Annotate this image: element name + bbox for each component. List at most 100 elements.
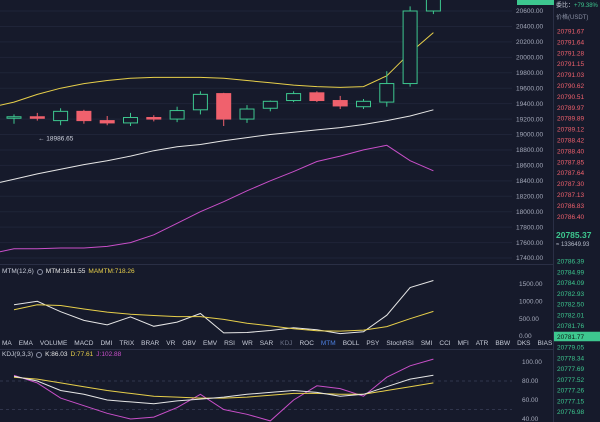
upper-band-line bbox=[0, 32, 434, 106]
tab-volume[interactable]: VOLUME bbox=[39, 340, 68, 347]
candle-up[interactable] bbox=[123, 117, 138, 124]
candle-down[interactable] bbox=[29, 116, 45, 119]
candle-up[interactable] bbox=[192, 93, 208, 111]
tab-rsi[interactable]: RSI bbox=[224, 340, 235, 347]
tab-cci[interactable]: CCI bbox=[439, 340, 451, 347]
tab-mfi[interactable]: MFI bbox=[457, 340, 469, 347]
tab-ma[interactable]: MA bbox=[2, 340, 12, 347]
tab-bias[interactable]: BIAS bbox=[537, 340, 553, 347]
tab-boll[interactable]: BOLL bbox=[342, 340, 360, 347]
bid-price[interactable]: 20782.01 bbox=[557, 312, 584, 319]
tab-trix[interactable]: TRIX bbox=[119, 340, 135, 347]
bid-price[interactable]: 20784.09 bbox=[557, 280, 584, 287]
ask-price[interactable]: 20787.64 bbox=[557, 170, 584, 177]
tab-smi[interactable]: SMI bbox=[420, 340, 433, 347]
current-price-tag bbox=[517, 0, 554, 5]
candle-up[interactable] bbox=[262, 100, 278, 109]
tab-bbw[interactable]: BBW bbox=[495, 340, 511, 347]
tab-sar[interactable]: SAR bbox=[259, 340, 274, 347]
tab-emv[interactable]: EMV bbox=[203, 340, 218, 347]
ask-price[interactable]: 20791.03 bbox=[557, 72, 584, 79]
bid-price[interactable]: 20777.26 bbox=[557, 388, 584, 395]
candle-up[interactable] bbox=[425, 0, 441, 12]
candle-down[interactable] bbox=[216, 93, 232, 120]
ask-price[interactable]: 20791.67 bbox=[557, 29, 584, 36]
mtm-tick-label: 0.00 bbox=[519, 333, 532, 340]
tab-brar[interactable]: BRAR bbox=[141, 340, 160, 347]
candle-up[interactable] bbox=[402, 10, 418, 85]
bid-price[interactable]: 20784.99 bbox=[557, 269, 584, 276]
bid-price[interactable]: 20777.52 bbox=[557, 377, 584, 384]
mtm-pane[interactable] bbox=[13, 280, 434, 335]
ask-price[interactable]: 20790.62 bbox=[557, 83, 584, 90]
candle-down[interactable] bbox=[309, 92, 325, 102]
ask-price[interactable]: 20789.97 bbox=[557, 105, 584, 112]
tab-stochrsi[interactable]: StochRSI bbox=[386, 340, 414, 347]
grid bbox=[0, 0, 554, 422]
orderbook[interactable]: 20791.67 20791.64 20791.28 20791.15 20791.03… bbox=[554, 29, 600, 417]
bid-price[interactable]: 20777.15 bbox=[557, 398, 584, 405]
candle-down[interactable] bbox=[99, 120, 115, 124]
tab-dmi[interactable]: DMI bbox=[100, 340, 113, 347]
ask-price[interactable]: 20787.85 bbox=[557, 159, 584, 166]
tab-atr[interactable]: ATR bbox=[475, 340, 489, 347]
ask-price[interactable]: 20788.42 bbox=[557, 138, 584, 145]
candle-down[interactable] bbox=[146, 117, 162, 120]
lower-line bbox=[0, 144, 434, 253]
ask-price[interactable]: 20791.28 bbox=[557, 50, 584, 57]
bid-price[interactable]: 20786.39 bbox=[557, 259, 584, 266]
tab-mtm[interactable]: MTM bbox=[320, 340, 336, 347]
indicator-tabs: MA EMA VOLUME MACD DMI TRIX BRAR VR OBV EMV RSI WR S… bbox=[0, 339, 552, 349]
kdj-d-line bbox=[13, 376, 434, 399]
candle-up[interactable] bbox=[239, 108, 255, 120]
ask-price[interactable]: 20790.51 bbox=[557, 94, 584, 101]
kdj-tick-label: 80.00 bbox=[522, 378, 539, 385]
ask-price[interactable]: 20791.64 bbox=[557, 39, 584, 46]
candle-down[interactable] bbox=[332, 100, 348, 107]
settings-icon[interactable] bbox=[36, 351, 43, 358]
ask-price[interactable]: 20789.89 bbox=[557, 116, 584, 123]
candle-up[interactable] bbox=[356, 100, 371, 108]
price-tick-label: 20000.00 bbox=[516, 55, 543, 62]
ask-price[interactable]: 20786.83 bbox=[557, 203, 584, 210]
bid-price[interactable]: 20781.77 bbox=[557, 334, 584, 341]
tab-kdj[interactable]: KDJ bbox=[280, 340, 293, 347]
tab-ema[interactable]: EMA bbox=[18, 340, 33, 347]
tab-vr[interactable]: VR bbox=[166, 340, 176, 347]
mtm-value: MTM:1611.55 bbox=[45, 268, 86, 275]
candle-up[interactable] bbox=[286, 93, 302, 102]
price-axis: 20600.00 20400.00 20200.00 20000.00 19800.00… bbox=[516, 8, 543, 422]
candle-down[interactable] bbox=[76, 110, 92, 122]
tab-obv[interactable]: OBV bbox=[182, 340, 196, 347]
price-tick-label: 19400.00 bbox=[516, 101, 543, 108]
bid-price[interactable]: 20782.93 bbox=[557, 291, 584, 298]
bid-price[interactable]: 20779.05 bbox=[557, 345, 584, 352]
ask-price[interactable]: 20786.40 bbox=[557, 214, 584, 221]
settings-icon[interactable] bbox=[36, 268, 43, 275]
bid-price[interactable]: 20782.50 bbox=[557, 302, 584, 309]
candle-up[interactable] bbox=[6, 116, 22, 119]
candle-up[interactable] bbox=[53, 110, 69, 122]
ask-price[interactable]: 20787.13 bbox=[557, 192, 584, 199]
tab-dks[interactable]: DKS bbox=[517, 340, 531, 347]
kdj-legend: KDJ(9,3,3) K:86.03 D:77.61 J:102.88 bbox=[2, 351, 121, 358]
candle-up[interactable] bbox=[169, 110, 185, 120]
tab-psy[interactable]: PSY bbox=[366, 340, 380, 347]
tab-wr[interactable]: WR bbox=[241, 340, 253, 347]
bid-price[interactable]: 20778.34 bbox=[557, 355, 584, 362]
tab-macd[interactable]: MACD bbox=[74, 340, 94, 347]
ask-price[interactable]: 20789.12 bbox=[557, 127, 584, 134]
bid-price[interactable]: 20777.69 bbox=[557, 366, 584, 373]
candle-up[interactable] bbox=[379, 83, 395, 103]
kdj-pane[interactable] bbox=[0, 358, 512, 422]
ask-price[interactable]: 20787.30 bbox=[557, 181, 584, 188]
tab-roc[interactable]: ROC bbox=[299, 340, 314, 347]
bid-price[interactable]: 20776.98 bbox=[557, 409, 584, 416]
bid-price[interactable]: 20781.76 bbox=[557, 323, 584, 330]
lower-band-line bbox=[0, 109, 434, 183]
candle-pane[interactable]: ← 18986.65 bbox=[0, 0, 441, 253]
ask-price[interactable]: 20788.40 bbox=[557, 148, 584, 155]
ask-price[interactable]: 20791.15 bbox=[557, 61, 584, 68]
mamtm-value: MAMTM:718.26 bbox=[88, 268, 135, 275]
